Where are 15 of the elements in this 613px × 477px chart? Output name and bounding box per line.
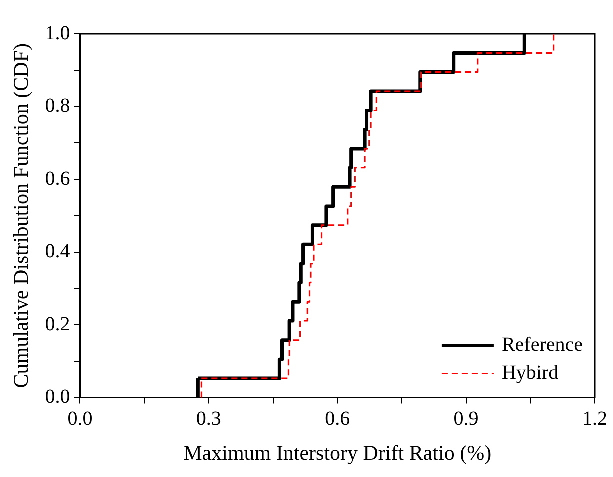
x-tick-label: 0.0	[68, 408, 93, 430]
x-axis-title: Maximum Interstory Drift Ratio (%)	[184, 440, 492, 465]
legend-label: Hybird	[502, 362, 559, 384]
y-tick-label: 0.4	[45, 240, 70, 263]
y-axis-title: Cumulative Distribution Function (CDF)	[9, 44, 34, 388]
x-tick-label: 0.9	[454, 408, 479, 430]
x-tick-label: 0.3	[196, 408, 222, 430]
y-tick-label: 1.0	[45, 22, 70, 44]
y-tick-label: 0.0	[45, 386, 70, 408]
y-tick-label: 0.2	[45, 313, 70, 336]
y-tick-label: 0.8	[45, 95, 70, 118]
x-tick-label: 0.6	[325, 408, 350, 430]
x-tick-label: 1.2	[582, 408, 608, 430]
y-tick-label: 0.6	[45, 168, 70, 190]
legend-label: Reference	[502, 334, 584, 356]
